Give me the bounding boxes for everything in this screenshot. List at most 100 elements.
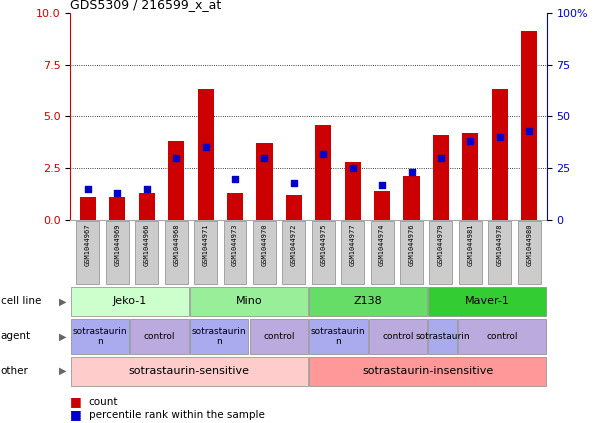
Text: GSM1044967: GSM1044967 [85, 224, 91, 266]
FancyBboxPatch shape [428, 319, 457, 354]
Text: GSM1044975: GSM1044975 [320, 224, 326, 266]
Text: cell line: cell line [1, 297, 41, 306]
Text: ▶: ▶ [59, 366, 66, 376]
Text: sotrastaurin-insensitive: sotrastaurin-insensitive [362, 366, 493, 376]
FancyBboxPatch shape [368, 319, 427, 354]
Text: ▶: ▶ [59, 297, 66, 306]
Text: GSM1044966: GSM1044966 [144, 224, 150, 266]
Bar [286, 195, 302, 220]
Text: agent: agent [1, 331, 31, 341]
Bar [168, 141, 185, 220]
FancyBboxPatch shape [309, 319, 368, 354]
Text: GSM1044976: GSM1044976 [409, 224, 414, 266]
FancyBboxPatch shape [282, 221, 306, 284]
Text: GSM1044970: GSM1044970 [262, 224, 268, 266]
FancyBboxPatch shape [309, 357, 546, 386]
Point [112, 190, 122, 196]
Bar [433, 135, 449, 220]
FancyBboxPatch shape [400, 221, 423, 284]
Point [142, 186, 152, 192]
Text: GSM1044974: GSM1044974 [379, 224, 385, 266]
Bar [80, 197, 96, 220]
Point [318, 150, 328, 157]
FancyBboxPatch shape [130, 319, 189, 354]
FancyBboxPatch shape [71, 319, 130, 354]
Bar [492, 89, 508, 220]
Bar [521, 31, 537, 220]
Point [524, 127, 534, 134]
FancyBboxPatch shape [190, 319, 249, 354]
FancyBboxPatch shape [106, 221, 129, 284]
Text: GSM1044969: GSM1044969 [114, 224, 120, 266]
FancyBboxPatch shape [194, 221, 217, 284]
Text: Mino: Mino [236, 297, 262, 306]
Point [495, 134, 505, 140]
Bar [197, 89, 214, 220]
Point [407, 169, 417, 176]
Text: sotrastaurin-sensitive: sotrastaurin-sensitive [129, 366, 250, 376]
Text: control: control [486, 332, 518, 341]
Point [348, 165, 357, 172]
Bar [109, 197, 125, 220]
FancyBboxPatch shape [458, 319, 546, 354]
FancyBboxPatch shape [190, 287, 308, 316]
Point [200, 144, 210, 151]
Point [171, 154, 181, 161]
Point [230, 175, 240, 182]
Text: percentile rank within the sample: percentile rank within the sample [89, 409, 265, 420]
Point [377, 181, 387, 188]
Bar [139, 193, 155, 220]
FancyBboxPatch shape [428, 287, 546, 316]
FancyBboxPatch shape [309, 287, 427, 316]
Text: Maver-1: Maver-1 [465, 297, 510, 306]
FancyBboxPatch shape [488, 221, 511, 284]
FancyBboxPatch shape [371, 221, 393, 284]
FancyBboxPatch shape [71, 357, 308, 386]
Text: GDS5309 / 216599_x_at: GDS5309 / 216599_x_at [70, 0, 222, 11]
FancyBboxPatch shape [224, 221, 246, 284]
FancyBboxPatch shape [165, 221, 188, 284]
FancyBboxPatch shape [249, 319, 308, 354]
Text: sotrastaurin: sotrastaurin [415, 332, 470, 341]
FancyBboxPatch shape [76, 221, 100, 284]
Point [466, 138, 475, 145]
Text: count: count [89, 397, 118, 407]
Text: ▶: ▶ [59, 331, 66, 341]
Text: GSM1044981: GSM1044981 [467, 224, 474, 266]
FancyBboxPatch shape [518, 221, 541, 284]
FancyBboxPatch shape [312, 221, 335, 284]
FancyBboxPatch shape [253, 221, 276, 284]
Text: GSM1044979: GSM1044979 [438, 224, 444, 266]
Text: GSM1044978: GSM1044978 [497, 224, 503, 266]
Text: ■: ■ [70, 408, 82, 421]
Bar [257, 143, 273, 220]
Point [436, 154, 446, 161]
Point [83, 186, 93, 192]
Bar [315, 125, 331, 220]
FancyBboxPatch shape [135, 221, 158, 284]
Text: GSM1044972: GSM1044972 [291, 224, 297, 266]
Bar [227, 193, 243, 220]
Text: other: other [1, 366, 29, 376]
Text: GSM1044977: GSM1044977 [349, 224, 356, 266]
Text: control: control [263, 332, 295, 341]
Bar [374, 191, 390, 220]
Bar [345, 162, 360, 220]
Text: GSM1044973: GSM1044973 [232, 224, 238, 266]
Text: sotrastaurin
n: sotrastaurin n [311, 327, 365, 346]
FancyBboxPatch shape [341, 221, 364, 284]
Bar [463, 133, 478, 220]
FancyBboxPatch shape [71, 287, 189, 316]
Text: GSM1044971: GSM1044971 [203, 224, 208, 266]
Text: Jeko-1: Jeko-1 [112, 297, 147, 306]
FancyBboxPatch shape [430, 221, 452, 284]
Point [260, 154, 269, 161]
Text: sotrastaurin
n: sotrastaurin n [192, 327, 246, 346]
Bar [403, 176, 420, 220]
Text: Z138: Z138 [354, 297, 382, 306]
Text: control: control [382, 332, 414, 341]
Text: control: control [144, 332, 175, 341]
Text: GSM1044968: GSM1044968 [173, 224, 179, 266]
FancyBboxPatch shape [459, 221, 482, 284]
Text: sotrastaurin
n: sotrastaurin n [73, 327, 127, 346]
